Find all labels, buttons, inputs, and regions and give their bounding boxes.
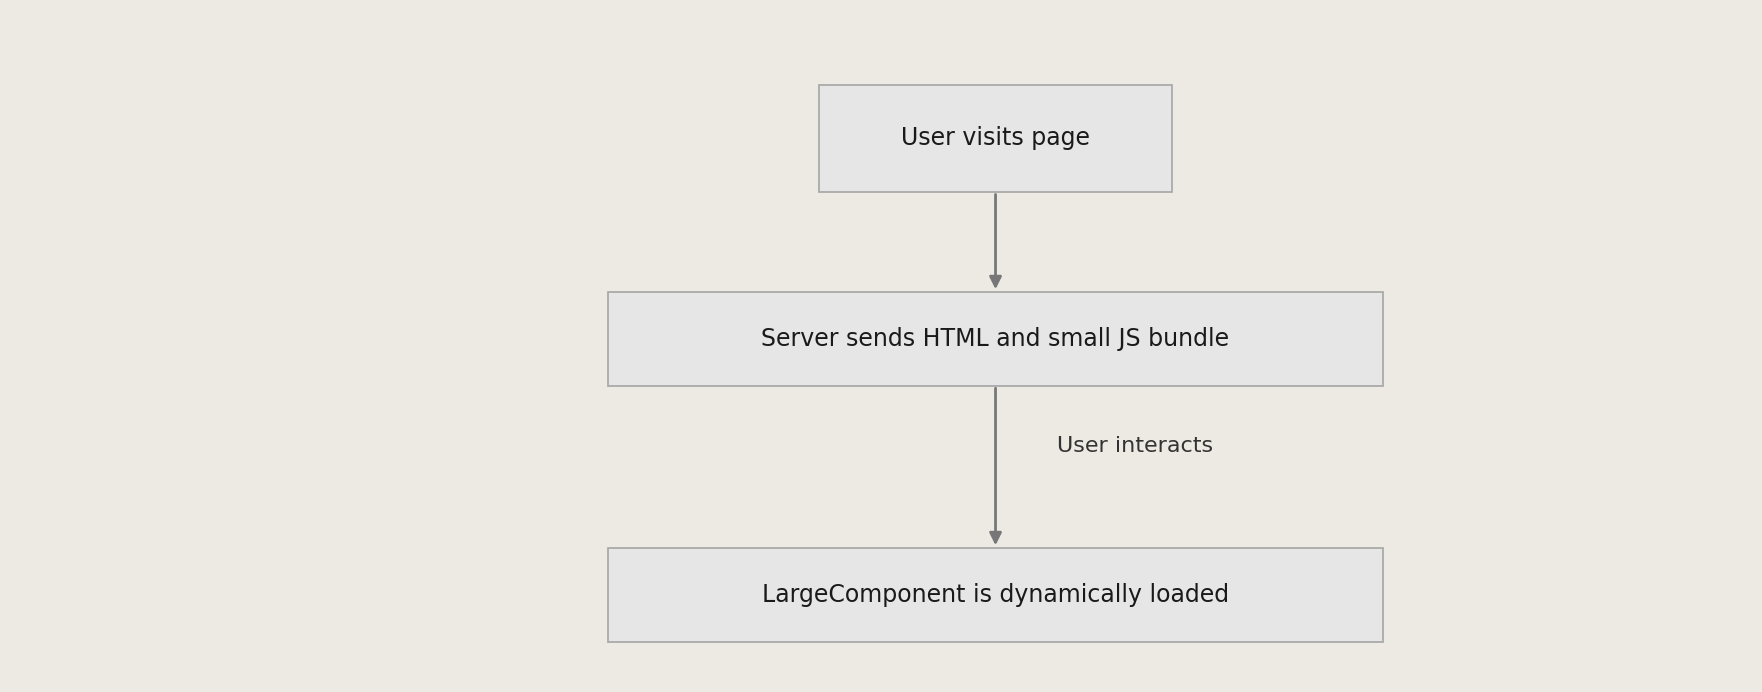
Text: User visits page: User visits page bbox=[900, 127, 1091, 150]
Text: Server sends HTML and small JS bundle: Server sends HTML and small JS bundle bbox=[761, 327, 1230, 351]
Text: LargeComponent is dynamically loaded: LargeComponent is dynamically loaded bbox=[761, 583, 1230, 607]
Text: User interacts: User interacts bbox=[1057, 437, 1214, 456]
FancyBboxPatch shape bbox=[608, 292, 1383, 386]
FancyBboxPatch shape bbox=[608, 548, 1383, 642]
FancyBboxPatch shape bbox=[819, 85, 1172, 192]
